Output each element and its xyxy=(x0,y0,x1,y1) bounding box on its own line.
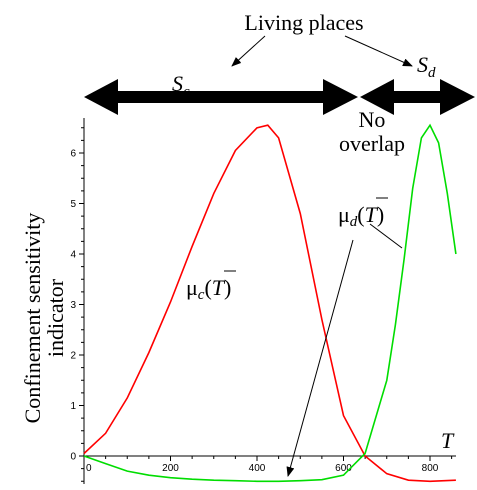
mu-d-symbol: μ xyxy=(338,202,350,227)
x-tick-label: 200 xyxy=(162,463,179,474)
region-arrow-c xyxy=(84,79,358,115)
x-tick-label: 400 xyxy=(249,463,266,474)
y-tick-label: 4 xyxy=(70,250,76,261)
region-label-c: Sc xyxy=(172,71,190,100)
x-tick-label: 0 xyxy=(86,463,92,474)
region-label-d-sub: d xyxy=(428,65,436,81)
y-tick-label: 6 xyxy=(70,149,76,160)
mu-c-T: T xyxy=(212,275,226,300)
y-tick-label: 3 xyxy=(70,300,76,311)
mu-d-subscript: d xyxy=(350,214,358,230)
region-label-d-main: S xyxy=(417,52,428,77)
region-label-c-sub: c xyxy=(183,84,190,100)
y-tick-label: 1 xyxy=(70,401,76,412)
svg-text:μc(T): μc(T) xyxy=(186,275,231,303)
mu-d-pointer-arrow xyxy=(286,239,354,477)
no-overlap-label-line2: overlap xyxy=(339,131,405,156)
living-places-label: Living places xyxy=(244,10,363,35)
mu-c-symbol: μ xyxy=(186,275,198,300)
region-arrow-d xyxy=(360,79,475,115)
mu-c-open: ( xyxy=(204,275,211,300)
svg-text:μd(T): μd(T) xyxy=(338,202,384,230)
mu-d-pointer-line xyxy=(369,223,403,249)
axis-ticks: 0 1 2 3 4 5 6 0 200 400 600 800 xyxy=(70,127,453,482)
region-label-c-main: S xyxy=(172,71,183,96)
series-line-mu-c xyxy=(83,124,456,483)
living-places-arrow-left xyxy=(231,35,266,67)
y-axis-label-line2: indicator xyxy=(43,278,68,357)
x-tick-label: 800 xyxy=(422,463,439,474)
mu-d-label: μd(T) xyxy=(338,197,388,230)
living-places-arrow-right xyxy=(344,35,413,67)
x-tick-label: 600 xyxy=(335,463,352,474)
mu-d-open: ( xyxy=(357,202,364,227)
y-axis-label-line1: Confinement sensitivity xyxy=(20,213,45,424)
mu-c-subscript: c xyxy=(198,287,205,303)
mu-d-T: T xyxy=(365,202,379,227)
region-label-d: Sd xyxy=(417,52,436,81)
no-overlap-label-line1: No xyxy=(359,107,386,132)
y-tick-label: 5 xyxy=(70,199,76,210)
mu-c-close: ) xyxy=(224,275,231,300)
mu-d-close: ) xyxy=(377,202,384,227)
series-line-mu-d xyxy=(83,123,457,483)
y-tick-label: 2 xyxy=(70,351,76,362)
y-tick-label: 0 xyxy=(70,452,76,463)
mu-c-label: μc(T) xyxy=(186,270,236,303)
x-axis-label: T xyxy=(441,428,455,453)
